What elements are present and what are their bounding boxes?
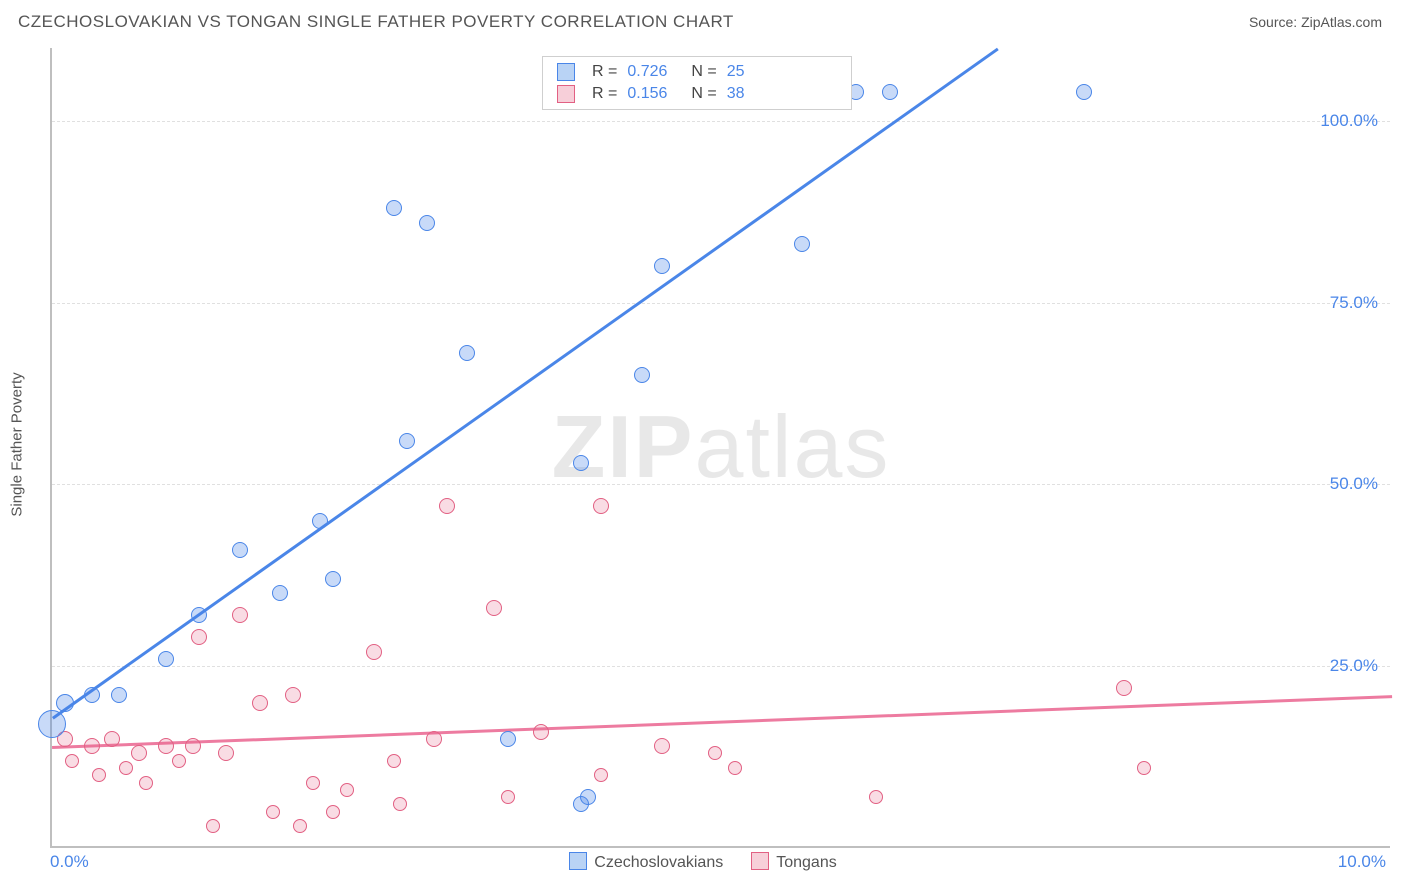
scatter-point-pink <box>869 790 883 804</box>
legend-label-blue: Czechoslovakians <box>594 854 723 871</box>
swatch-pink-icon <box>557 85 575 103</box>
y-tick-label: 25.0% <box>1330 656 1378 676</box>
scatter-point-blue <box>38 710 66 738</box>
scatter-point-blue <box>312 513 328 529</box>
scatter-point-pink <box>293 819 307 833</box>
scatter-point-pink <box>501 790 515 804</box>
y-tick-label: 50.0% <box>1330 474 1378 494</box>
scatter-point-blue <box>654 258 670 274</box>
scatter-point-blue <box>500 731 516 747</box>
scatter-point-pink <box>131 745 147 761</box>
scatter-point-pink <box>306 776 320 790</box>
scatter-point-pink <box>533 724 549 740</box>
scatter-point-blue <box>111 687 127 703</box>
gridline <box>52 666 1390 667</box>
legend-item-pink: Tongans <box>751 852 837 872</box>
legend-item-blue: Czechoslovakians <box>569 852 723 872</box>
correlation-box: R = 0.726 N = 25 R = 0.156 N = 38 <box>542 56 852 110</box>
scatter-point-pink <box>232 607 248 623</box>
scatter-point-blue <box>325 571 341 587</box>
scatter-point-blue <box>1076 84 1092 100</box>
scatter-point-blue <box>419 215 435 231</box>
watermark-atlas: atlas <box>695 397 891 496</box>
scatter-point-pink <box>654 738 670 754</box>
scatter-point-pink <box>172 754 186 768</box>
scatter-point-blue <box>386 200 402 216</box>
scatter-point-blue <box>634 367 650 383</box>
r-value-blue: 0.726 <box>627 63 667 81</box>
scatter-point-blue <box>399 433 415 449</box>
scatter-point-blue <box>56 694 74 712</box>
scatter-point-pink <box>65 754 79 768</box>
r-label: R = <box>592 63 617 81</box>
scatter-point-pink <box>439 498 455 514</box>
scatter-point-pink <box>104 731 120 747</box>
y-tick-label: 100.0% <box>1320 111 1378 131</box>
scatter-plot: ZIPatlas 25.0% 50.0% 75.0% 100.0% R = 0.726… <box>50 48 1390 848</box>
y-axis-label: Single Father Poverty <box>9 372 26 516</box>
scatter-point-pink <box>340 783 354 797</box>
watermark-zip: ZIP <box>552 397 695 496</box>
gridline <box>52 303 1390 304</box>
n-label: N = <box>691 63 716 81</box>
scatter-point-pink <box>158 738 174 754</box>
scatter-point-pink <box>486 600 502 616</box>
n-value-blue: 25 <box>727 63 745 81</box>
swatch-pink-icon <box>751 852 769 870</box>
scatter-point-pink <box>84 738 100 754</box>
scatter-point-pink <box>728 761 742 775</box>
scatter-point-pink <box>266 805 280 819</box>
r-label: R = <box>592 85 617 103</box>
scatter-point-blue <box>573 455 589 471</box>
scatter-point-pink <box>387 754 401 768</box>
scatter-point-pink <box>92 768 106 782</box>
scatter-point-pink <box>593 498 609 514</box>
scatter-point-pink <box>185 738 201 754</box>
n-label: N = <box>691 85 716 103</box>
legend-label-pink: Tongans <box>776 854 837 871</box>
scatter-point-pink <box>1137 761 1151 775</box>
scatter-point-pink <box>708 746 722 760</box>
scatter-point-pink <box>426 731 442 747</box>
correlation-row-blue: R = 0.726 N = 25 <box>543 61 851 83</box>
bottom-legend: Czechoslovakians Tongans <box>0 852 1406 872</box>
r-value-pink: 0.156 <box>627 85 667 103</box>
n-value-pink: 38 <box>727 85 745 103</box>
scatter-point-pink <box>326 805 340 819</box>
scatter-point-pink <box>1116 680 1132 696</box>
scatter-point-pink <box>218 745 234 761</box>
scatter-point-blue <box>580 789 596 805</box>
swatch-blue-icon <box>569 852 587 870</box>
scatter-point-blue <box>459 345 475 361</box>
scatter-point-pink <box>119 761 133 775</box>
swatch-blue-icon <box>557 63 575 81</box>
source-label: Source: ZipAtlas.com <box>1249 14 1382 30</box>
scatter-point-blue <box>272 585 288 601</box>
correlation-row-pink: R = 0.156 N = 38 <box>543 83 851 105</box>
scatter-point-pink <box>206 819 220 833</box>
gridline <box>52 484 1390 485</box>
scatter-point-blue <box>232 542 248 558</box>
gridline <box>52 121 1390 122</box>
scatter-point-pink <box>191 629 207 645</box>
scatter-point-pink <box>366 644 382 660</box>
scatter-point-pink <box>594 768 608 782</box>
scatter-point-pink <box>139 776 153 790</box>
scatter-point-blue <box>882 84 898 100</box>
watermark: ZIPatlas <box>552 396 891 498</box>
chart-title: CZECHOSLOVAKIAN VS TONGAN SINGLE FATHER … <box>18 12 734 32</box>
y-tick-label: 75.0% <box>1330 293 1378 313</box>
scatter-point-blue <box>794 236 810 252</box>
scatter-point-blue <box>84 687 100 703</box>
y-axis-label-wrap: Single Father Poverty <box>0 44 34 844</box>
scatter-point-pink <box>285 687 301 703</box>
scatter-point-blue <box>191 607 207 623</box>
scatter-point-pink <box>393 797 407 811</box>
scatter-point-pink <box>252 695 268 711</box>
scatter-point-blue <box>158 651 174 667</box>
